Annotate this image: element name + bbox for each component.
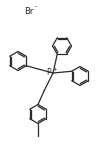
Text: P: P [46, 68, 51, 77]
Text: Br: Br [24, 6, 34, 15]
Text: +: + [52, 67, 57, 72]
Text: ⁻: ⁻ [34, 5, 37, 11]
